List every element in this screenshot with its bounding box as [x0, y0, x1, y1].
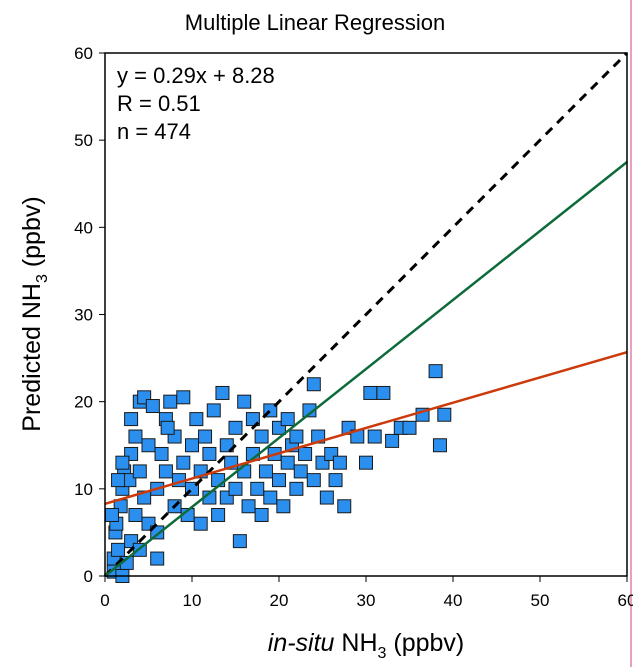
point [319, 490, 334, 505]
point [402, 420, 417, 435]
y-axis-label: Predicted NH3 (ppbv) [18, 196, 51, 431]
point [254, 507, 269, 522]
x-label-italic: in-situ [268, 629, 335, 657]
x-tick-label: 60 [618, 591, 633, 610]
point [158, 464, 173, 479]
x-tick-label: 20 [270, 591, 289, 610]
x-label-unit: (ppbv) [386, 629, 464, 657]
point [332, 455, 347, 470]
point [385, 433, 400, 448]
point [160, 420, 175, 435]
point [211, 473, 226, 488]
point [289, 481, 304, 496]
point [306, 377, 321, 392]
point [241, 499, 256, 514]
x-label-text: NH [334, 629, 377, 657]
point [154, 446, 169, 461]
y-tick-label: 30 [74, 306, 93, 325]
annotation: y = 0.29x + 8.28 [117, 63, 275, 88]
point [163, 394, 178, 409]
fit-line [104, 160, 628, 577]
x-label-sub: 3 [378, 645, 387, 662]
point [176, 390, 191, 405]
point [202, 446, 217, 461]
point [141, 438, 156, 453]
point [298, 446, 313, 461]
point [293, 464, 308, 479]
x-axis-label: in-situ NH3 (ppbv) [268, 629, 464, 662]
point [111, 542, 126, 557]
point [128, 507, 143, 522]
plot-area [103, 51, 629, 583]
point [328, 473, 343, 488]
point [376, 385, 391, 400]
y-label-text: Predicted NH [18, 283, 46, 432]
x-tick-label: 50 [531, 591, 550, 610]
x-tick-label: 30 [357, 591, 376, 610]
point [272, 473, 286, 488]
point [337, 499, 352, 514]
point [250, 481, 265, 496]
y-tick-label: 20 [74, 393, 93, 412]
point [437, 407, 452, 422]
point [302, 403, 317, 418]
y-tick-label: 40 [74, 218, 93, 237]
point [289, 429, 304, 444]
point [215, 385, 230, 400]
point [189, 412, 204, 427]
point [115, 455, 130, 470]
point [128, 429, 143, 444]
point [228, 420, 243, 435]
point [185, 438, 199, 453]
point [306, 473, 321, 488]
point [228, 481, 243, 496]
fit-line [104, 350, 628, 506]
point [276, 499, 291, 514]
point [206, 403, 221, 418]
y-tick-label: 10 [74, 480, 93, 499]
point [280, 455, 295, 470]
y-label-sub: 3 [34, 274, 51, 283]
y-tick-label: 60 [74, 44, 93, 63]
annotation: n = 474 [117, 119, 191, 144]
point [359, 455, 373, 470]
point [367, 429, 382, 444]
point [132, 464, 147, 479]
point [232, 534, 247, 549]
point [237, 394, 252, 409]
point [176, 455, 191, 470]
point [428, 364, 443, 379]
point [145, 399, 160, 414]
x-tick-label: 10 [183, 591, 202, 610]
point [363, 385, 378, 400]
chart-title: Multiple Linear Regression [185, 10, 445, 35]
y-tick-label: 0 [84, 567, 93, 586]
fit-line [103, 51, 629, 578]
point [193, 516, 208, 531]
point [432, 438, 447, 453]
point [111, 473, 126, 488]
point [254, 429, 269, 444]
point [263, 490, 278, 505]
annotation: R = 0.51 [117, 91, 201, 116]
point [124, 412, 139, 427]
point [150, 551, 165, 566]
point [219, 438, 234, 453]
x-tick-label: 40 [444, 591, 463, 610]
point [211, 507, 226, 522]
x-tick-label: 0 [100, 591, 109, 610]
y-label-unit: (ppbv) [18, 196, 46, 274]
point [280, 412, 295, 427]
point [245, 412, 260, 427]
point [198, 429, 213, 444]
point [258, 464, 273, 479]
y-tick-label: 50 [74, 131, 93, 150]
point [104, 507, 119, 522]
